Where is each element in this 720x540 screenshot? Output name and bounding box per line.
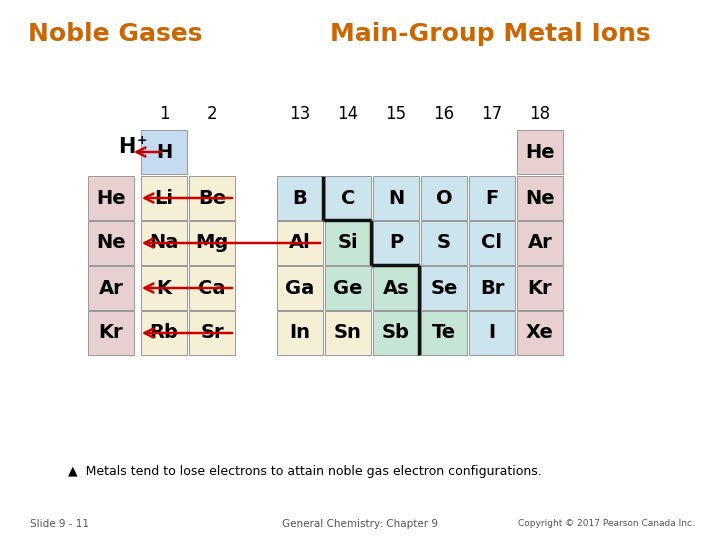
Text: B: B [292,188,307,207]
Text: Mg: Mg [195,233,229,253]
Bar [421,266,467,310]
Bar [469,221,515,265]
Text: As: As [383,279,409,298]
Text: N: N [388,188,404,207]
Text: P: P [389,233,403,253]
Text: Te: Te [432,323,456,342]
Bar [141,266,187,310]
Bar [517,130,563,174]
Text: Cl: Cl [482,233,503,253]
Bar [517,176,563,220]
Text: 1: 1 [158,105,169,123]
Text: Al: Al [289,233,311,253]
Bar [141,176,187,220]
Text: 16: 16 [433,105,454,123]
Text: 15: 15 [385,105,407,123]
Bar [325,266,371,310]
Text: Sb: Sb [382,323,410,342]
Text: O: O [436,188,452,207]
Text: 14: 14 [338,105,359,123]
Text: General Chemistry: Chapter 9: General Chemistry: Chapter 9 [282,519,438,529]
Text: Be: Be [198,188,226,207]
Text: Li: Li [155,188,174,207]
Text: H: H [117,137,135,157]
Bar [469,266,515,310]
Bar [373,176,419,220]
Bar [88,176,134,220]
Bar [373,311,419,355]
Text: 17: 17 [482,105,503,123]
Text: F: F [485,188,499,207]
Bar [189,266,235,310]
Text: Ne: Ne [96,233,126,253]
Text: Sn: Sn [334,323,362,342]
Text: He: He [96,188,126,207]
Bar [421,311,467,355]
Text: I: I [488,323,495,342]
Bar [469,311,515,355]
Bar [189,311,235,355]
Bar [141,221,187,265]
Text: 2: 2 [207,105,217,123]
Bar [189,221,235,265]
Text: 18: 18 [529,105,551,123]
Bar [373,221,419,265]
Bar [325,221,371,265]
Text: Noble Gases: Noble Gases [28,22,202,46]
Text: Ar: Ar [528,233,552,253]
Text: Kr: Kr [99,323,123,342]
Bar [517,266,563,310]
Bar [421,176,467,220]
Text: H: H [156,143,172,161]
Text: Rb: Rb [150,323,179,342]
Bar [88,266,134,310]
Text: ▲  Metals tend to lose electrons to attain noble gas electron configurations.: ▲ Metals tend to lose electrons to attai… [68,465,541,478]
Text: Ne: Ne [525,188,555,207]
Bar [277,311,323,355]
Text: Copyright © 2017 Pearson Canada Inc.: Copyright © 2017 Pearson Canada Inc. [518,519,695,529]
Text: Ca: Ca [198,279,226,298]
Text: Ge: Ge [333,279,363,298]
Text: Ga: Ga [285,279,315,298]
Bar [469,176,515,220]
Text: Main-Group Metal Ions: Main-Group Metal Ions [330,22,650,46]
Bar [88,221,134,265]
Text: Sr: Sr [200,323,224,342]
Bar [325,311,371,355]
Text: Br: Br [480,279,504,298]
Bar [141,130,187,174]
Text: K: K [156,279,171,298]
Bar [277,176,323,220]
Bar [421,221,467,265]
Text: 13: 13 [289,105,310,123]
Text: In: In [289,323,310,342]
Text: He: He [525,143,555,161]
Text: Si: Si [338,233,359,253]
Text: Slide 9 - 11: Slide 9 - 11 [30,519,89,529]
Bar [88,311,134,355]
Text: Kr: Kr [528,279,552,298]
Bar [141,311,187,355]
Text: Na: Na [149,233,179,253]
Bar [277,266,323,310]
Bar [277,221,323,265]
Bar [325,176,371,220]
Text: C: C [341,188,355,207]
Bar [517,221,563,265]
Text: S: S [437,233,451,253]
Text: Xe: Xe [526,323,554,342]
Bar [373,266,419,310]
Text: Ar: Ar [99,279,123,298]
Bar [189,176,235,220]
Bar [517,311,563,355]
Text: Se: Se [431,279,458,298]
Text: +: + [137,133,148,146]
